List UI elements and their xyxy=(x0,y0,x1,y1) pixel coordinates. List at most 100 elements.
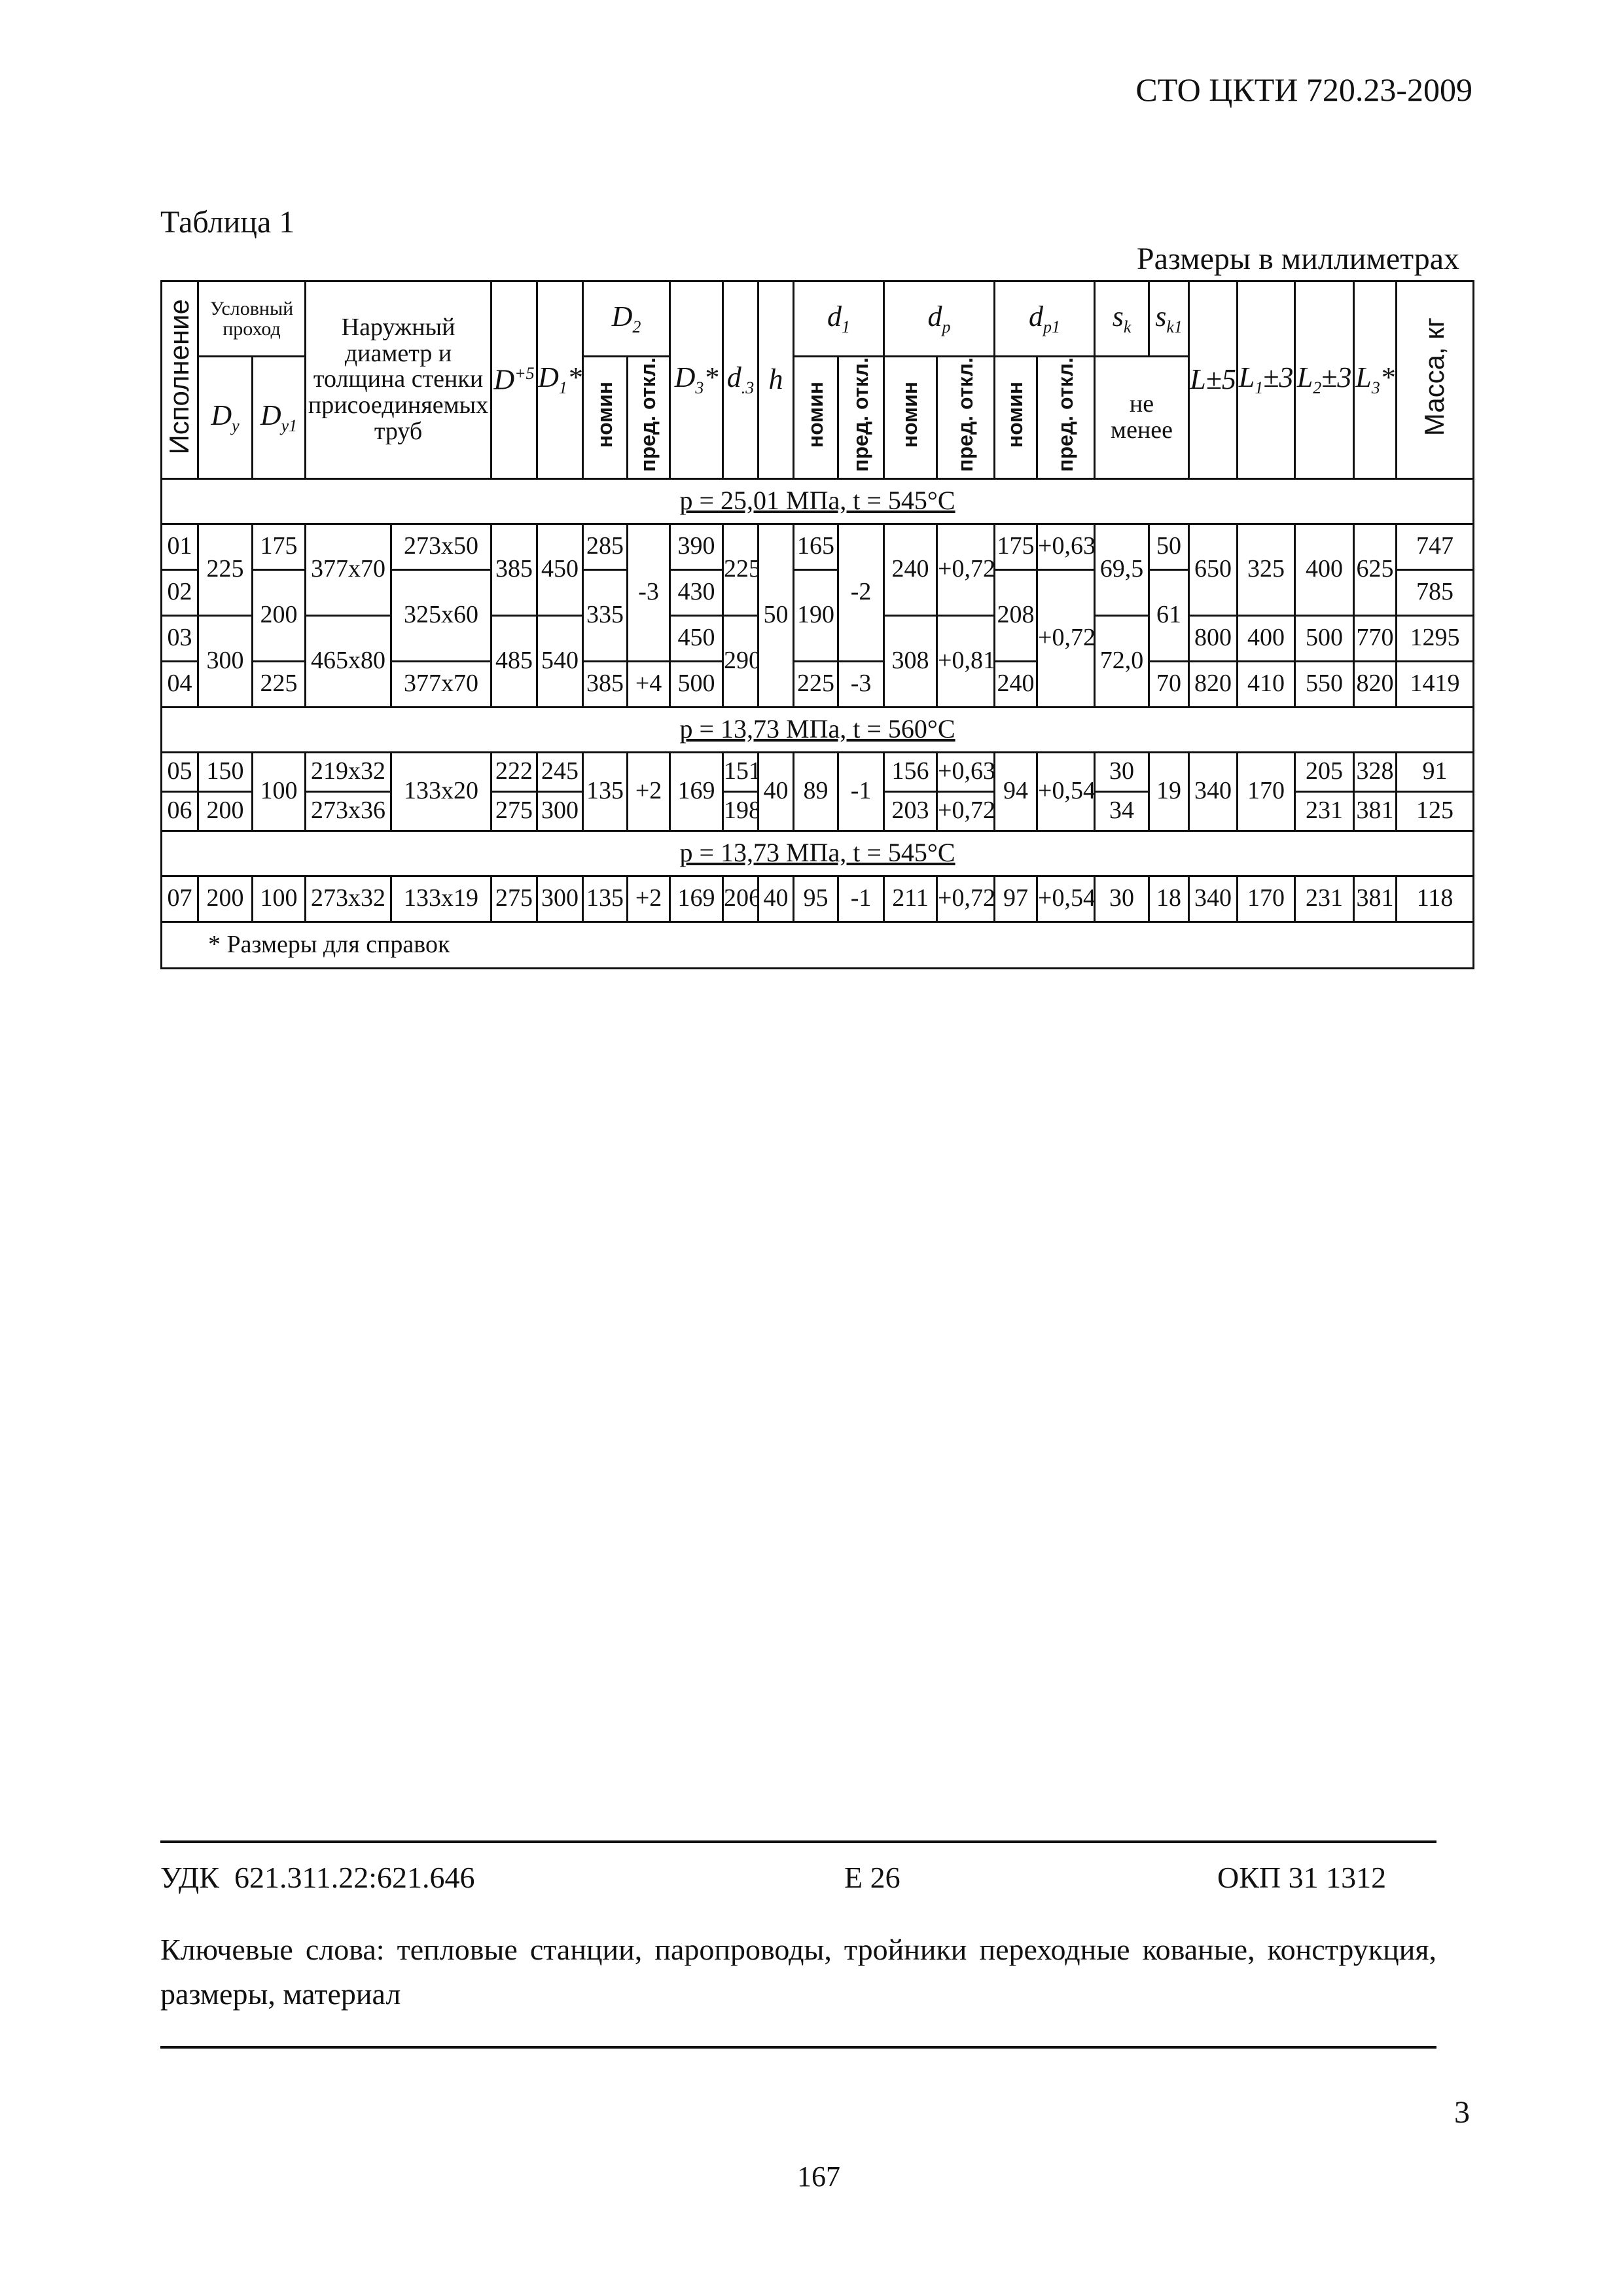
table-cell: 335 xyxy=(582,568,629,662)
col-d3: D3* xyxy=(669,280,724,480)
table-cell: 231 xyxy=(1294,874,1355,923)
table-cell: 97 xyxy=(993,874,1039,923)
table-cell: 785 xyxy=(1395,568,1475,617)
table-cell: 820 xyxy=(1188,660,1239,708)
table-cell: 400 xyxy=(1294,522,1355,617)
table-cell: -1 xyxy=(837,751,885,832)
table-cell: +0,63 xyxy=(936,751,996,793)
classification-code: Е 26 xyxy=(844,1861,901,1894)
table-cell: 190 xyxy=(793,568,840,662)
table-cell: +0,63 xyxy=(1036,522,1096,571)
table-cell: 410 xyxy=(1236,660,1296,708)
table-cell: 156 xyxy=(883,751,938,793)
table-cell: 273x50 xyxy=(390,522,493,571)
table-cell: 50 xyxy=(757,522,795,708)
table-cell: 400 xyxy=(1236,614,1296,662)
document-code: СТО ЦКТИ 720.23-2009 xyxy=(1135,71,1472,108)
okp-code: ОКП 31 1312 xyxy=(1217,1861,1387,1894)
table-cell: 800 xyxy=(1188,614,1239,662)
table-cell: 118 xyxy=(1395,874,1475,923)
sheet-number: 167 xyxy=(797,2161,840,2193)
condition-row: p = 25,01 МПа, t = 545°C xyxy=(160,477,1475,525)
table-cell: 100 xyxy=(251,751,307,832)
table-cell: 208 xyxy=(993,568,1039,662)
table-cell: +0,72 xyxy=(936,522,996,617)
col-d1: D1* xyxy=(536,280,584,480)
table-cell: 430 xyxy=(669,568,724,617)
table-cell: 200 xyxy=(197,874,253,923)
col-dp: dp xyxy=(883,280,996,357)
table-cell: 225 xyxy=(793,660,840,708)
table-cell: 133x19 xyxy=(390,874,493,923)
col-dp1-nom: номин xyxy=(993,355,1039,480)
table-cell: +0,54 xyxy=(1036,874,1096,923)
col-l3: L3* xyxy=(1353,280,1398,480)
col-d2-dev: пред. откл. xyxy=(626,355,671,480)
table-cell: 175 xyxy=(993,522,1039,571)
keywords: Ключевые слова: тепловые станции, паропр… xyxy=(160,1933,1436,2011)
table-cell: 225 xyxy=(197,522,253,617)
table-body: p = 25,01 МПа, t = 545°C 01 225 175 377x70 27… xyxy=(160,477,1475,969)
table-cell: -1 xyxy=(837,874,885,923)
table-cell: 377x70 xyxy=(390,660,493,708)
col-mass: Масса, кг xyxy=(1395,280,1475,480)
table-cell: 390 xyxy=(669,522,724,571)
table-cell: 308 xyxy=(883,614,938,708)
table-cell: 89 xyxy=(793,751,840,832)
table-cell: +0,72 xyxy=(936,874,996,923)
condition-text: p = 13,73 МПа, t = 560°C xyxy=(679,714,955,744)
table-cell: 19 xyxy=(1148,751,1190,832)
table-cell: 300 xyxy=(197,614,253,708)
table-cell: -3 xyxy=(837,660,885,708)
table-cell: 07 xyxy=(160,874,199,923)
table-cell: 150 xyxy=(197,751,253,793)
col-dp-nom: номин xyxy=(883,355,938,480)
table-cell: 01 xyxy=(160,522,199,571)
condition-row: p = 13,73 МПа, t = 545°C xyxy=(160,829,1475,877)
table-cell: +0,72 xyxy=(1036,568,1096,708)
divider xyxy=(160,2046,1436,2049)
table-cell: 205 xyxy=(1294,751,1355,793)
table-cell: 219x32 xyxy=(304,751,393,793)
col-d2-nom: номин xyxy=(582,355,629,480)
table-cell: 40 xyxy=(757,751,795,832)
col-d1-nom: номин xyxy=(793,355,840,480)
table-cell: -2 xyxy=(837,522,885,662)
col-sk1: sk1 xyxy=(1148,280,1190,357)
condition-cell: p = 13,73 МПа, t = 560°C xyxy=(160,706,1475,753)
table-cell: 135 xyxy=(582,874,629,923)
table-cell: 340 xyxy=(1188,751,1239,832)
table-cell: 169 xyxy=(669,874,724,923)
condition-text: p = 13,73 МПа, t = 545°C xyxy=(679,838,955,868)
table-cell: 170 xyxy=(1236,874,1296,923)
table-cell: 225 xyxy=(251,660,307,708)
dimensions-table: Исполнение Условный проход Наружный диам… xyxy=(160,280,1475,969)
table-cell: 133x20 xyxy=(390,751,493,832)
col-small-d1: d1 xyxy=(793,280,885,357)
table-cell: 05 xyxy=(160,751,199,793)
table-cell: 377x70 xyxy=(304,522,393,617)
table-cell: 273x32 xyxy=(304,874,393,923)
table-cell: +2 xyxy=(626,751,671,832)
col-d2: D2 xyxy=(582,280,671,357)
col-d1-dev: пред. откл. xyxy=(837,355,885,480)
table-cell: 200 xyxy=(251,568,307,662)
table-row: 05 150 100 219x32 133x20 222 245 135 +2 169 151 40 8… xyxy=(160,751,1475,832)
table-cell: 485 xyxy=(490,614,539,708)
table-cell: 50 xyxy=(1148,522,1190,571)
table-cell: 231 xyxy=(1294,790,1355,832)
col-l: L±5 xyxy=(1188,280,1239,480)
table-cell: 325x60 xyxy=(390,568,493,662)
table-cell: 04 xyxy=(160,660,199,708)
table-cell: 328 xyxy=(1353,751,1398,793)
table-cell: 06 xyxy=(160,790,199,832)
table-cell: +4 xyxy=(626,660,671,708)
table-cell: 169 xyxy=(669,751,724,832)
table-cell: 95 xyxy=(793,874,840,923)
condition-cell: p = 25,01 МПа, t = 545°C xyxy=(160,477,1475,525)
table-cell: 381 xyxy=(1353,874,1398,923)
table-row: 02 200 325x60 335 430 190 208 +0,72 61 785 xyxy=(160,568,1475,708)
table-cell: 273x36 xyxy=(304,790,393,832)
table-title: Таблица 1 xyxy=(160,205,295,240)
col-dp1: dp1 xyxy=(993,280,1096,357)
